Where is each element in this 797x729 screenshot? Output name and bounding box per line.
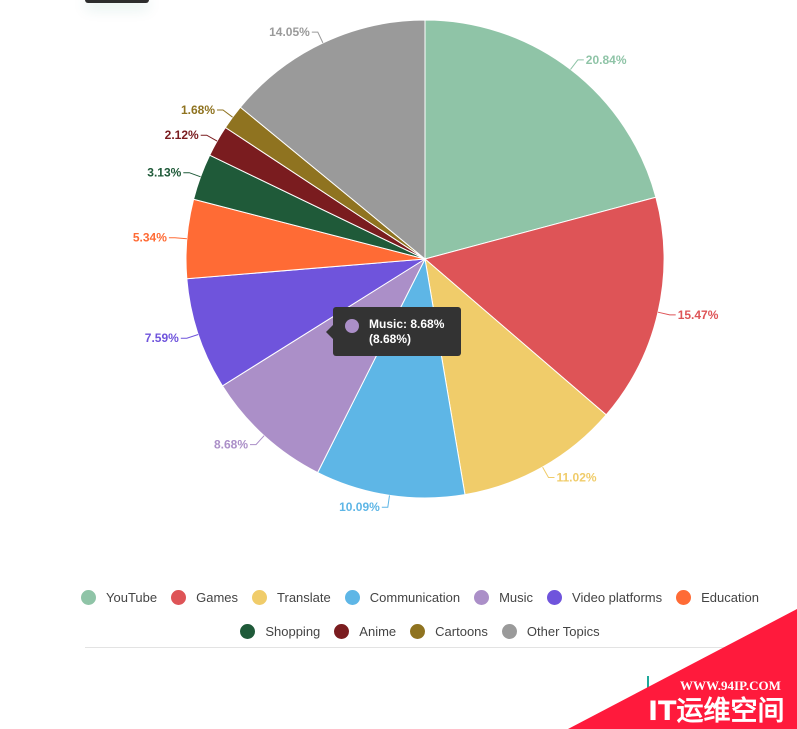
data-label-video-platforms: 7.59% <box>145 331 179 345</box>
legend-item-education[interactable]: Education <box>676 589 759 605</box>
legend-marker <box>501 623 517 639</box>
teal-marker <box>647 676 649 690</box>
tooltip-title: Music: 8.68% <box>369 317 445 331</box>
legend-marker <box>81 589 97 605</box>
chart-legend: YouTube Games Translate Communication Music V… <box>0 580 797 648</box>
data-label-other-topics: 14.05% <box>269 25 310 39</box>
leader-line-translate <box>542 466 555 478</box>
leader-line-anime <box>200 134 218 142</box>
legend-marker <box>547 589 563 605</box>
divider <box>85 647 797 648</box>
data-label-communication: 10.09% <box>339 500 380 514</box>
pie-slice-games[interactable] <box>423 196 665 416</box>
legend-item-games[interactable]: Games <box>171 589 239 605</box>
data-label-music: 8.68% <box>214 438 248 452</box>
legend-marker <box>474 589 490 605</box>
legend-item-shopping[interactable]: Shopping <box>240 623 321 639</box>
legend-label: Translate <box>277 589 331 605</box>
data-label-anime: 2.12% <box>165 128 199 142</box>
legend-marker <box>252 589 268 605</box>
legend-item-communication[interactable]: Communication <box>344 589 461 605</box>
legend-label: Shopping <box>265 623 321 639</box>
legend-row: YouTube Games Translate Communication Music V… <box>0 580 797 614</box>
leader-line-music <box>250 435 265 446</box>
leader-line-communication <box>381 495 390 508</box>
legend-item-other-topics[interactable]: Other Topics <box>501 623 600 639</box>
legend-marker <box>240 623 256 639</box>
leader-line-video-platforms <box>180 334 199 339</box>
legend-marker <box>171 589 187 605</box>
leader-line-education <box>168 237 187 240</box>
data-label-shopping: 3.13% <box>147 166 181 180</box>
legend-label: Video platforms <box>572 589 663 605</box>
data-label-translate: 11.02% <box>557 471 597 485</box>
leader-line-cartoons <box>217 109 233 118</box>
legend-marker <box>334 623 350 639</box>
data-label-games: 15.47% <box>678 308 719 322</box>
legend-label: Education <box>701 589 759 605</box>
pie-slice-translate[interactable] <box>424 257 607 496</box>
legend-item-youtube[interactable]: YouTube <box>81 589 158 605</box>
leader-line-other-topics <box>311 31 324 44</box>
tooltip-series-dot <box>345 319 359 333</box>
pie-slice-youtube[interactable] <box>424 19 657 260</box>
data-label-education: 5.34% <box>133 231 167 245</box>
pie-slice-video-platforms[interactable] <box>186 258 426 387</box>
legend-row: Shopping Anime Cartoons Other Topics <box>0 614 797 648</box>
chart-tooltip: Music: 8.68% (8.68%) <box>326 307 461 356</box>
legend-label: Anime <box>359 623 397 639</box>
top-toolbar-fragment <box>85 0 149 3</box>
pie-slice-other-topics[interactable] <box>239 19 426 261</box>
legend-label: Music <box>499 589 534 605</box>
legend-item-translate[interactable]: Translate <box>252 589 331 605</box>
leader-line-shopping <box>183 172 201 178</box>
legend-label: YouTube <box>106 589 158 605</box>
data-label-youtube: 20.84% <box>586 53 627 67</box>
legend-marker <box>344 589 360 605</box>
leader-line-games <box>657 311 676 316</box>
leader-line-youtube <box>570 59 584 70</box>
tooltip-value: (8.68%) <box>369 332 412 346</box>
data-label-cartoons: 1.68% <box>181 103 215 117</box>
legend-item-music[interactable]: Music <box>474 589 534 605</box>
legend-label: Games <box>196 589 239 605</box>
legend-item-anime[interactable]: Anime <box>334 623 397 639</box>
legend-label: Other Topics <box>526 623 600 639</box>
legend-item-video-platforms[interactable]: Video platforms <box>547 589 663 605</box>
legend-label: Cartoons <box>435 623 488 639</box>
legend-label: Communication <box>369 589 461 605</box>
legend-marker <box>676 589 692 605</box>
legend-marker <box>410 623 426 639</box>
legend-item-cartoons[interactable]: Cartoons <box>410 623 488 639</box>
